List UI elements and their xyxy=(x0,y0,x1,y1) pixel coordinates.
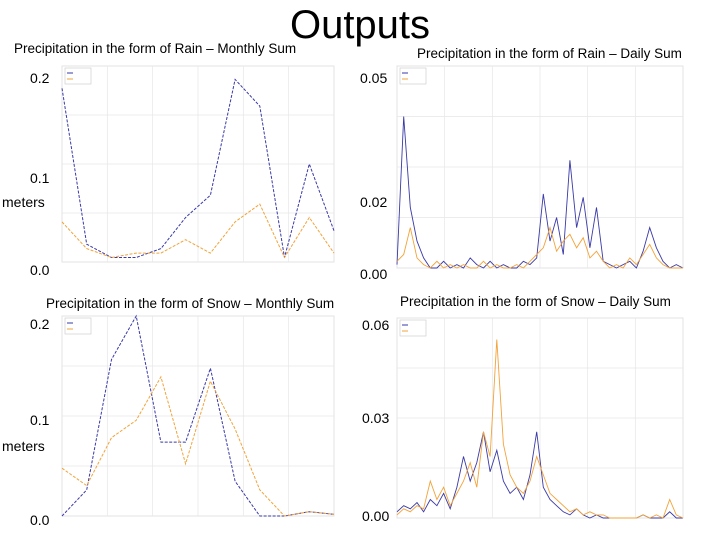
series-line-sim xyxy=(396,339,684,519)
rain-monthly-y-bot: 0.0 xyxy=(30,262,50,278)
rain-monthly-chart xyxy=(61,65,335,263)
slide-title: Outputs xyxy=(289,3,431,47)
snow-monthly-y-bot: 0.0 xyxy=(30,512,50,528)
rain-daily-title: Precipitation in the form of Rain – Dail… xyxy=(417,46,682,61)
snow-daily-chart xyxy=(396,317,684,519)
snow-monthly-y-top: 0.2 xyxy=(30,316,50,332)
rain-monthly-y-mid: 0.1 xyxy=(30,170,50,186)
rain-daily-y-mid: 0.02 xyxy=(360,194,388,210)
rain-daily-chart xyxy=(396,65,684,269)
snow-monthly-chart xyxy=(61,314,335,517)
unit-label-bottom: meters xyxy=(2,438,45,454)
legend-box xyxy=(64,67,92,85)
snow-daily-title: Precipitation in the form of Snow – Dail… xyxy=(400,294,671,309)
series-line-obs xyxy=(61,78,335,258)
rain-monthly-title: Precipitation in the form of Rain – Mont… xyxy=(14,41,297,56)
series-line-sim xyxy=(61,203,335,259)
snow-monthly-title: Precipitation in the form of Snow – Mont… xyxy=(46,296,335,311)
snow-monthly-y-mid: 0.1 xyxy=(30,412,50,428)
series-line-obs xyxy=(396,116,684,269)
legend-box xyxy=(399,319,427,337)
series-line-sim xyxy=(396,226,683,269)
snow-daily-y-mid: 0.03 xyxy=(362,410,390,426)
snow-daily-y-top: 0.06 xyxy=(362,317,390,333)
snow-daily-y-bot: 0.00 xyxy=(362,508,390,524)
series-line-sim xyxy=(61,375,335,517)
rain-daily-y-top: 0.05 xyxy=(360,70,388,86)
rain-monthly-y-top: 0.2 xyxy=(30,70,50,86)
unit-label-top: meters xyxy=(2,194,45,210)
rain-daily-y-bot: 0.00 xyxy=(360,266,388,282)
legend-box xyxy=(64,317,92,335)
legend-box xyxy=(399,67,427,85)
